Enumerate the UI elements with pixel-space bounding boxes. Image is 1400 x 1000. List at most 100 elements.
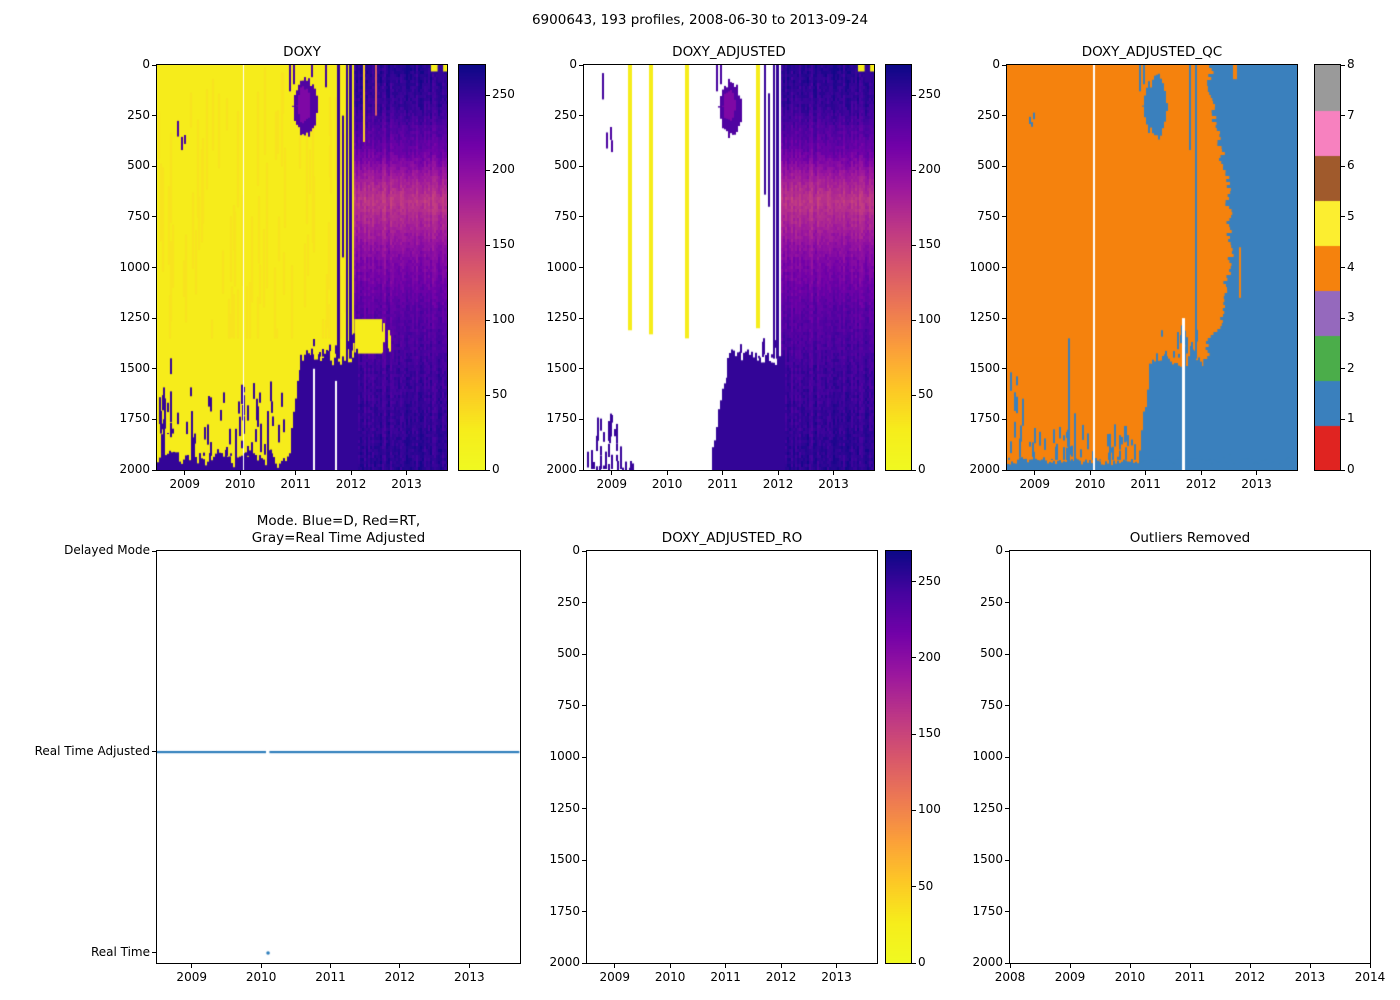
colorbar-tick-mark (1341, 368, 1345, 370)
x-tick-label: 2010 (1074, 477, 1106, 491)
colorbar-tick-mark (912, 809, 916, 811)
y-tick-label: 750 (127, 208, 150, 223)
y-tick-mark (1002, 418, 1006, 420)
subplot-title-mode: Mode. Blue=D, Red=RT, Gray=Real Time Adju… (252, 513, 425, 547)
x-tick-mark (184, 471, 186, 475)
y-tick-label: 0 (569, 57, 577, 71)
y-tick-label: 250 (977, 107, 1000, 122)
y-tick-label: 2000 (972, 955, 1003, 969)
colorbar-tick-mark (1341, 115, 1345, 117)
y-tick-mark (582, 808, 586, 809)
heatmap-canvas-doxy-adjusted-qc (1007, 65, 1297, 470)
plot-frame-doxy-adjusted (583, 64, 875, 471)
x-tick-mark (836, 964, 838, 968)
y-tick-label: 250 (557, 594, 580, 609)
x-tick-mark (1129, 964, 1131, 968)
x-tick-label: 2012 (1185, 477, 1217, 491)
y-tick-label: 1250 (969, 310, 1000, 325)
y-tick-mark (579, 64, 583, 66)
figure-title: 6900643, 193 profiles, 2008-06-30 to 201… (531, 12, 869, 28)
colorbar-frame-doxy-adjusted-ro (885, 550, 912, 964)
colorbar-tick-label: 50 (918, 878, 934, 893)
y-tick-mark (1005, 756, 1009, 758)
x-tick-label: 2012 (335, 477, 367, 491)
x-tick-label: 2008 (994, 970, 1026, 984)
x-tick-mark (295, 471, 297, 475)
y-category-label: Real Time Adjusted (34, 743, 150, 758)
x-tick-mark (611, 471, 613, 475)
x-tick-mark (350, 471, 352, 475)
colorbar-tick-label: 100 (918, 312, 941, 326)
y-tick-mark (582, 653, 586, 655)
x-tick-label: 2011 (707, 477, 738, 491)
x-tick-mark (1145, 471, 1147, 475)
x-tick-label: 2011 (710, 970, 741, 984)
x-tick-label: 2012 (1234, 970, 1266, 984)
x-tick-mark (666, 471, 668, 475)
x-tick-mark (1249, 964, 1251, 968)
y-tick-mark (1002, 368, 1006, 370)
y-tick-label: 2000 (546, 462, 577, 476)
y-tick-label: 0 (992, 57, 1000, 71)
subplot-title-doxy-adjusted: DOXY_ADJUSTED (672, 44, 786, 60)
x-tick-mark (399, 964, 401, 968)
x-tick-mark (614, 964, 616, 968)
colorbar-canvas-doxy (459, 65, 485, 470)
heatmap-canvas-outliers-removed (1010, 551, 1370, 963)
y-tick-label: 750 (557, 697, 580, 712)
colorbar-tick-label: 4 (1347, 259, 1355, 274)
x-tick-mark (1200, 471, 1202, 475)
colorbar-tick-label: 200 (918, 162, 941, 176)
x-tick-mark (191, 964, 193, 968)
y-tick-mark (152, 418, 156, 420)
y-tick-mark (1005, 962, 1009, 964)
y-tick-mark (152, 115, 156, 117)
y-tick-label: 1000 (119, 259, 150, 274)
y-tick-label: 750 (554, 208, 577, 223)
colorbar-tick-mark (912, 657, 916, 659)
colorbar-tick-mark (912, 319, 916, 321)
y-tick-label: 2000 (119, 462, 150, 476)
x-tick-mark (1189, 964, 1191, 968)
y-tick-mark (1002, 317, 1006, 319)
colorbar-tick-mark (912, 886, 916, 888)
y-tick-label: 0 (995, 543, 1003, 557)
colorbar-tick-mark (912, 469, 916, 471)
y-tick-label: 2000 (969, 462, 1000, 476)
y-tick-label: 500 (554, 158, 577, 173)
x-tick-mark (1369, 964, 1371, 968)
y-tick-label: 1500 (119, 360, 150, 375)
x-tick-label: 2013 (818, 477, 849, 491)
colorbar-tick-mark (912, 962, 916, 964)
x-tick-mark (1256, 471, 1258, 475)
colorbar-tick-mark (912, 394, 916, 396)
colorbar-canvas-doxy-adjusted-ro (886, 551, 911, 963)
heatmap-canvas-doxy (157, 65, 447, 470)
y-tick-mark (152, 317, 156, 319)
y-tick-mark (579, 216, 583, 218)
y-tick-label: 1750 (549, 903, 580, 918)
y-tick-mark (1002, 115, 1006, 117)
x-tick-label: 2014 (1354, 970, 1386, 984)
colorbar-tick-mark (1341, 469, 1345, 471)
y-tick-mark (582, 962, 586, 964)
y-tick-label: 1250 (546, 310, 577, 325)
x-tick-mark (780, 964, 782, 968)
plot-frame-doxy (156, 64, 448, 471)
y-tick-mark (1002, 469, 1006, 471)
y-tick-label: 1750 (119, 411, 150, 426)
x-tick-label: 2010 (224, 477, 256, 491)
y-tick-label: 1500 (969, 360, 1000, 375)
y-tick-mark (1005, 653, 1009, 655)
y-tick-label: 1250 (972, 800, 1003, 815)
y-tick-label: 750 (977, 208, 1000, 223)
colorbar-frame-doxy-adjusted (885, 64, 912, 471)
colorbar-tick-mark (486, 394, 490, 396)
subplot-title-outliers-removed: Outliers Removed (1129, 530, 1251, 546)
x-tick-label: 2013 (454, 970, 485, 984)
colorbar-tick-mark (1341, 216, 1345, 218)
plot-frame-doxy-adjusted-qc (1006, 64, 1298, 471)
x-tick-mark (1034, 471, 1036, 475)
colorbar-tick-label: 1 (1347, 411, 1355, 426)
y-tick-mark (152, 469, 156, 471)
